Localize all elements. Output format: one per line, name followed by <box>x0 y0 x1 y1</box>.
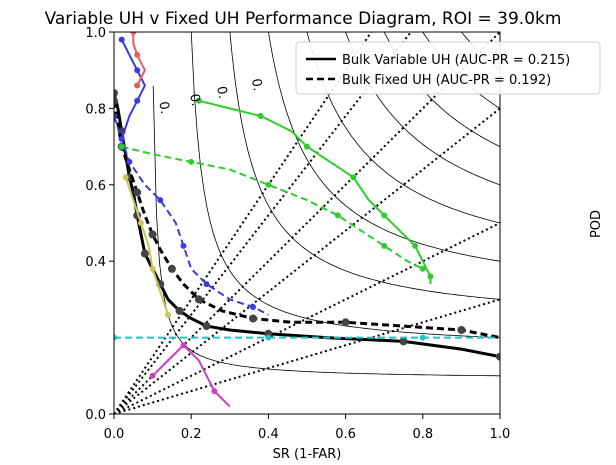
series-1-point-10 <box>194 295 203 304</box>
y-tick-label-0: 0.0 <box>85 408 106 423</box>
series-2-point-8 <box>381 212 388 219</box>
series-1-point-0 <box>114 96 118 105</box>
series-layer <box>114 32 500 408</box>
series-0-point-20 <box>496 352 500 361</box>
series-line-8 <box>151 343 231 408</box>
series-9-point-0 <box>130 32 137 35</box>
legend: Bulk Variable UH (AUC-PR = 0.215) Bulk F… <box>295 41 601 95</box>
x-tick-label-1: 0.2 <box>181 427 202 442</box>
series-1-point-6 <box>148 230 157 239</box>
series-3-point-0 <box>118 143 125 150</box>
series-line-2 <box>198 99 432 285</box>
series-4-point-2 <box>126 158 133 165</box>
legend-entry-variable: Bulk Variable UH (AUC-PR = 0.215) <box>342 53 570 68</box>
series-line-0 <box>114 92 500 359</box>
x-tick-label-5: 1.0 <box>490 427 511 442</box>
y-tick-label-2: 0.6 <box>85 179 106 194</box>
series-1-point-8 <box>167 264 176 273</box>
series-5-point-4 <box>134 97 141 104</box>
chart-title: Variable UH v Fixed UH Performance Diagr… <box>45 9 562 29</box>
series-5-point-2 <box>134 67 141 74</box>
series-0-point-0 <box>114 89 118 98</box>
csi-label-layer: 0. 0. 0. 0. <box>155 77 265 115</box>
series-6-point-0 <box>122 174 129 181</box>
series-8-point-0 <box>149 372 156 379</box>
series-8-point-2 <box>180 342 187 349</box>
series-6-point-6 <box>165 311 171 318</box>
series-3-point-2 <box>188 158 195 165</box>
series-1-point-12 <box>249 314 257 323</box>
series-4-point-0 <box>114 113 117 119</box>
csi-label-2: 0. <box>213 85 230 100</box>
series-2-point-12 <box>427 273 434 280</box>
series-9-point-4 <box>134 82 141 89</box>
series-4-point-4 <box>157 197 164 204</box>
series-4-point-6 <box>180 242 187 249</box>
series-1-point-16 <box>457 326 466 334</box>
csi-contour-5 <box>345 32 500 186</box>
series-6-point-2 <box>138 220 144 226</box>
csi-contour-3 <box>268 32 500 262</box>
series-3-point-4 <box>265 181 272 188</box>
series-2-point-10 <box>412 242 419 249</box>
bias-line-0 <box>114 298 500 414</box>
series-1-point-14 <box>341 318 350 327</box>
series-8-point-4 <box>211 388 218 395</box>
series-9-point-2 <box>134 51 141 58</box>
series-line-9 <box>132 32 147 86</box>
series-0-point-18 <box>399 337 408 346</box>
series-line-5 <box>120 39 147 140</box>
bias-line-1 <box>114 222 500 414</box>
series-0-point-8 <box>140 249 149 258</box>
series-2-point-0 <box>195 97 202 104</box>
y-tick-layer: 0.0 0.4 0.6 0.8 1.0 <box>85 26 114 423</box>
series-4-point-10 <box>250 304 256 310</box>
legend-entry-fixed: Bulk Fixed UH (AUC-PR = 0.192) <box>342 73 551 88</box>
series-0-point-14 <box>202 322 211 331</box>
y-tick-label-3: 0.8 <box>85 102 106 117</box>
csi-contour-2 <box>229 32 500 300</box>
x-tick-label-3: 0.6 <box>335 427 356 442</box>
series-line-3 <box>121 145 424 270</box>
series-5-point-0 <box>118 36 125 43</box>
series-1-point-4 <box>133 188 142 197</box>
series-4-point-8 <box>203 281 210 288</box>
x-tick-layer: 0.0 0.2 0.4 0.6 0.8 1.0 <box>104 414 511 442</box>
bias-line-4 <box>114 32 412 414</box>
series-line-4 <box>114 115 269 316</box>
x-axis-label: SR (1-FAR) <box>273 447 342 462</box>
csi-label-1: 0. <box>186 93 203 108</box>
bias-line-2 <box>114 107 500 414</box>
series-2-point-6 <box>350 174 357 181</box>
plot-frame <box>113 31 501 415</box>
x-tick-label-0: 0.0 <box>104 427 125 442</box>
series-line-1 <box>114 100 500 340</box>
y-axis-label: POD <box>589 210 604 238</box>
series-3-point-10 <box>419 265 426 272</box>
series-2-point-4 <box>304 143 310 150</box>
series-6-point-4 <box>149 265 156 272</box>
y-tick-label-4: 1.0 <box>85 26 106 41</box>
series-0-point-12 <box>175 306 184 315</box>
csi-contour-0 <box>152 85 500 377</box>
csi-label-3: 0. <box>248 77 265 92</box>
x-tick-label-4: 0.8 <box>412 427 433 442</box>
series-7-point-2 <box>265 334 272 341</box>
x-tick-label-2: 0.4 <box>258 427 279 442</box>
series-2-point-2 <box>257 113 264 119</box>
csi-label-0: 0. <box>155 100 172 115</box>
series-3-point-8 <box>381 242 388 249</box>
y-tick-label-1: 0.4 <box>85 255 106 270</box>
series-5-point-6 <box>118 136 125 142</box>
series-7-point-4 <box>419 334 426 341</box>
legend-box <box>295 41 601 95</box>
bias-line-5 <box>114 32 373 414</box>
series-line-6 <box>124 176 169 316</box>
csi-contour-4 <box>306 32 500 224</box>
series-3-point-6 <box>334 212 341 219</box>
series-7-point-0 <box>114 334 117 341</box>
